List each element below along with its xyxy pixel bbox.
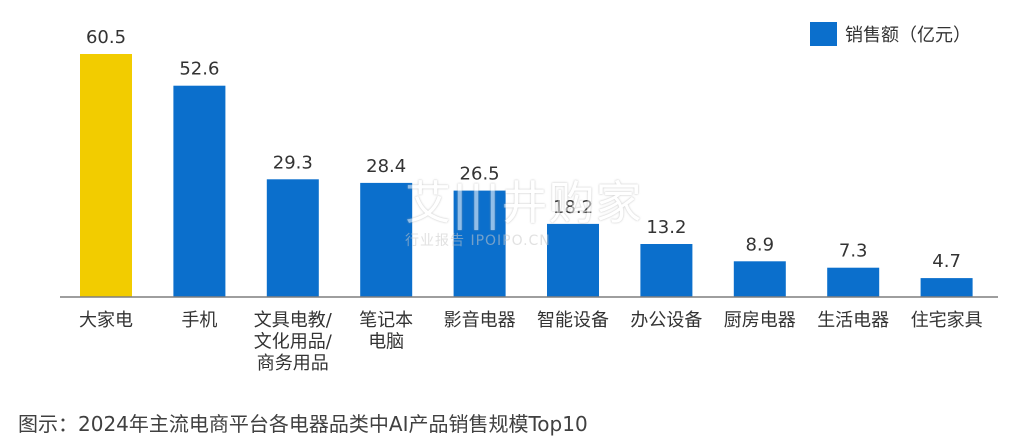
x-tick-label: 厨房电器	[724, 310, 796, 331]
data-label: 7.3	[839, 241, 868, 262]
data-label: 60.5	[86, 27, 126, 48]
legend: 销售额（亿元）	[810, 21, 971, 47]
x-tick-label-line: 厨房电器	[724, 310, 796, 331]
x-tick-label: 智能设备	[537, 310, 609, 331]
x-tick-label-line: 住宅家具	[911, 310, 983, 331]
x-tick-label: 办公设备	[630, 310, 702, 331]
x-tick-label: 笔记本电脑	[359, 310, 413, 353]
data-label: 18.2	[553, 197, 593, 218]
x-tick-label: 手机	[181, 310, 217, 331]
x-tick-label-line: 影音电器	[444, 310, 516, 331]
x-tick-label-line: 笔记本	[359, 310, 413, 331]
bar	[640, 244, 693, 297]
bar	[827, 267, 880, 297]
bar	[920, 278, 973, 297]
x-tick-label-line: 手机	[181, 310, 217, 331]
data-label: 28.4	[366, 156, 406, 177]
data-label: 26.5	[460, 164, 500, 185]
bar	[80, 54, 132, 297]
bar-chart: 60.5 大家电 52.6 手机 29.3 文具电教/文化用品/商务用品 28.4 笔记本电脑…	[60, 27, 998, 374]
x-tick-label: 大家电	[79, 310, 133, 331]
bar	[453, 190, 506, 297]
x-tick-label-line: 办公设备	[630, 310, 702, 331]
bar	[266, 179, 319, 297]
x-tick-label: 文具电教/文化用品/商务用品	[254, 310, 333, 374]
data-label: 52.6	[179, 59, 219, 80]
x-tick-label-line: 生活电器	[817, 310, 889, 331]
x-tick-label-line: 文化用品/	[254, 332, 333, 353]
bar	[360, 182, 413, 297]
x-tick-label-line: 文具电教/	[254, 310, 333, 331]
x-tick-label-line: 电脑	[368, 332, 404, 353]
x-tick-label: 影音电器	[444, 310, 516, 331]
bar	[547, 223, 599, 297]
legend-swatch	[810, 22, 837, 46]
data-label: 4.7	[932, 251, 961, 272]
data-label: 13.2	[646, 217, 686, 238]
x-tick-label: 住宅家具	[911, 310, 983, 331]
x-tick-label-line: 智能设备	[537, 310, 609, 331]
figure-caption: 图示：2024年主流电商平台各电器品类中AI产品销售规模Top10	[18, 412, 588, 436]
data-label: 29.3	[273, 152, 313, 173]
data-label: 8.9	[745, 234, 774, 255]
bar	[173, 85, 226, 297]
bar	[733, 261, 786, 297]
x-tick-label: 生活电器	[817, 310, 889, 331]
legend-label: 销售额（亿元）	[845, 25, 971, 46]
x-tick-label-line: 商务用品	[257, 353, 329, 374]
x-tick-label-line: 大家电	[79, 310, 133, 331]
